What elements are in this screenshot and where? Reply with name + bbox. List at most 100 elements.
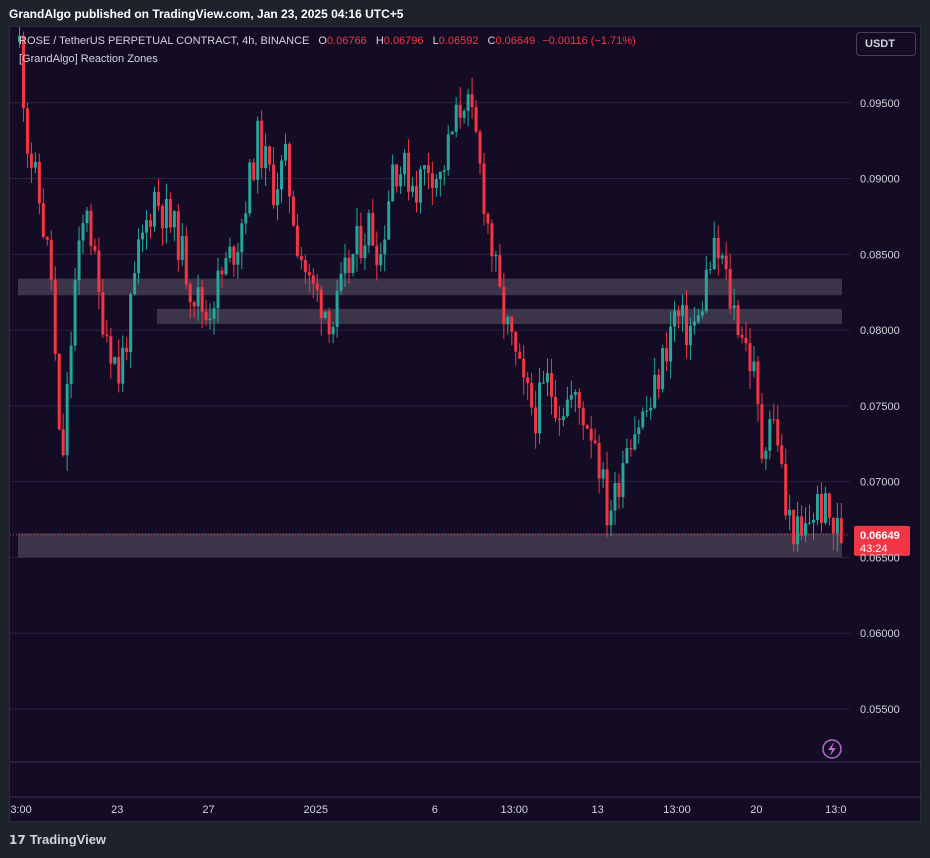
- candle-body: [704, 269, 708, 312]
- candle-body: [442, 170, 446, 172]
- candle-body: [688, 325, 692, 346]
- candle-body: [121, 347, 125, 384]
- low-label: L: [432, 35, 439, 47]
- candle-body: [280, 160, 284, 190]
- candle-body: [379, 254, 383, 266]
- price-tick-label: 0.05500: [860, 704, 900, 716]
- candlestick-chart[interactable]: 0.0664943:240.095000.090000.085000.08000…: [10, 27, 922, 823]
- candle-body: [375, 245, 379, 266]
- candle-body: [422, 165, 426, 170]
- candle-body: [514, 331, 518, 352]
- candle-body: [712, 237, 716, 270]
- candle-body: [176, 211, 180, 260]
- candle-body: [526, 377, 530, 384]
- symbol-title[interactable]: ROSE / TetherUS PERPETUAL CONTRACT, 4h, …: [19, 35, 310, 47]
- candle-body: [264, 146, 268, 169]
- candle-body: [482, 163, 486, 215]
- candle-body: [220, 270, 224, 275]
- candle-body: [474, 107, 478, 132]
- time-tick-label: 6: [432, 804, 438, 816]
- candle-body: [57, 353, 61, 430]
- candle-body: [780, 445, 784, 464]
- candle-body: [129, 294, 133, 353]
- candle-body: [819, 493, 823, 523]
- candle-body: [387, 201, 391, 240]
- candle-body: [240, 223, 244, 253]
- candle-body: [105, 334, 109, 337]
- candle-body: [792, 509, 796, 545]
- candle-body: [212, 308, 216, 319]
- candle-body: [502, 287, 506, 325]
- high-value: 0.06796: [383, 35, 424, 47]
- candle-body: [756, 361, 760, 405]
- candle-body: [768, 419, 772, 451]
- time-tick-label: 13: [591, 804, 603, 816]
- price-tick-label: 0.09000: [860, 174, 900, 186]
- chart-legend: ROSE / TetherUS PERPETUAL CONTRACT, 4h, …: [19, 35, 636, 47]
- reaction-zone: [18, 278, 842, 296]
- candle-body: [800, 516, 804, 536]
- candle-body: [37, 161, 41, 204]
- lightning-icon[interactable]: [822, 739, 842, 759]
- candle-body: [335, 290, 339, 327]
- open-value: 0.06766: [326, 35, 367, 47]
- price-tick-label: 0.08000: [860, 325, 900, 337]
- candle-body: [196, 287, 200, 307]
- candle-body: [77, 240, 81, 281]
- candle-body: [549, 373, 553, 397]
- candle-body: [192, 302, 196, 307]
- tradingview-logo-icon: 17: [9, 832, 26, 847]
- candle-body: [383, 239, 387, 255]
- candle-body: [272, 164, 276, 206]
- candle-body: [25, 108, 29, 154]
- indicator-label[interactable]: [GrandAlgo] Reaction Zones: [19, 53, 158, 65]
- candle-body: [498, 255, 502, 288]
- high-label: H: [375, 35, 384, 47]
- candle-body: [553, 396, 557, 419]
- candle-body: [565, 399, 569, 417]
- candle-body: [168, 198, 172, 228]
- candle-body: [351, 254, 355, 273]
- candle-body: [728, 269, 732, 309]
- candle-body: [224, 258, 228, 275]
- candle-body: [458, 104, 462, 118]
- candle-body: [530, 383, 534, 408]
- candle-body: [561, 416, 565, 420]
- candle-body: [597, 442, 601, 479]
- candle-body: [470, 94, 474, 108]
- candle-body: [708, 269, 712, 271]
- candle-body: [577, 391, 581, 409]
- candle-body: [291, 196, 295, 226]
- candle-body: [287, 143, 291, 197]
- candle-body: [367, 213, 371, 246]
- candle-body: [665, 348, 669, 362]
- candle-body: [744, 337, 748, 344]
- candle-body: [462, 110, 466, 118]
- candle-body: [506, 316, 510, 325]
- candle-body: [557, 418, 561, 420]
- candle-body: [518, 351, 522, 359]
- candle-body: [276, 189, 280, 206]
- currency-button[interactable]: USDT: [856, 32, 916, 56]
- candle-body: [418, 169, 422, 203]
- candle-body: [569, 394, 573, 400]
- candle-body: [613, 482, 617, 511]
- candle-body: [97, 250, 101, 293]
- candle-body: [760, 404, 764, 459]
- publish-header: GrandAlgo published on TradingView.com, …: [9, 7, 404, 21]
- time-tick-label: 2025: [304, 804, 328, 816]
- candle-body: [657, 374, 661, 390]
- candle-body: [748, 343, 752, 372]
- candle-body: [399, 174, 403, 187]
- candle-body: [204, 311, 208, 320]
- candle-body: [625, 447, 629, 464]
- price-tick-label: 0.07500: [860, 401, 900, 413]
- candle-body: [736, 305, 740, 335]
- candle-body: [716, 237, 720, 259]
- brand-name: TradingView: [29, 832, 107, 847]
- candle-body: [700, 311, 704, 316]
- candle-body: [812, 520, 815, 523]
- footer-brand[interactable]: 17 TradingView: [9, 832, 106, 847]
- candle-body: [434, 179, 438, 188]
- candle-body: [466, 94, 470, 111]
